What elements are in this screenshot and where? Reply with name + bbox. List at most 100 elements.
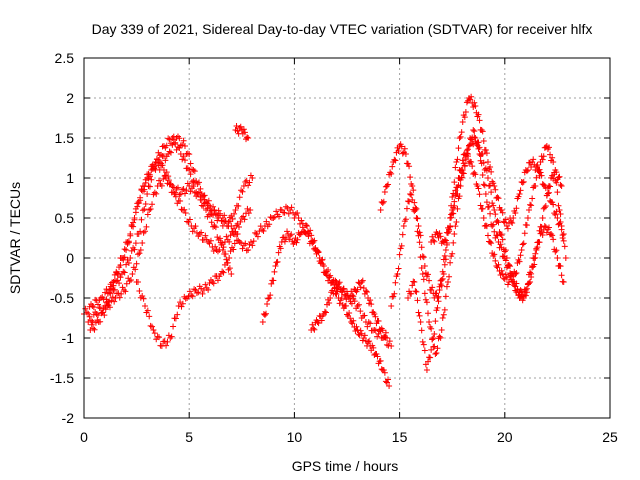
data-point — [374, 353, 381, 360]
data-point — [534, 161, 541, 168]
data-point — [315, 248, 322, 255]
data-point — [407, 174, 414, 181]
data-point — [275, 213, 282, 220]
data-point — [217, 235, 224, 242]
data-point — [551, 169, 558, 176]
data-point — [488, 189, 495, 196]
data-point — [267, 292, 274, 299]
data-point — [386, 383, 393, 389]
data-point — [447, 259, 454, 266]
data-point — [524, 167, 531, 174]
data-point — [388, 343, 395, 349]
data-point — [487, 210, 494, 217]
y-tick-label: 2 — [66, 90, 74, 106]
data-point — [454, 156, 461, 163]
data-point — [483, 223, 490, 230]
x-tick-label: 10 — [287, 429, 303, 445]
data-point — [553, 179, 560, 186]
data-point — [246, 179, 253, 186]
data-point — [461, 114, 468, 121]
data-point — [441, 306, 448, 313]
data-point — [468, 159, 475, 165]
data-point — [503, 255, 510, 261]
data-point — [435, 298, 442, 305]
data-point — [442, 247, 449, 253]
data-point — [377, 357, 384, 364]
data-point — [379, 327, 386, 334]
data-point — [128, 247, 135, 254]
data-point — [449, 250, 456, 257]
data-point — [145, 175, 152, 182]
data-point — [277, 245, 284, 252]
data-point — [210, 203, 217, 210]
series-track-c — [87, 172, 254, 333]
data-point — [240, 183, 247, 189]
data-point — [468, 136, 475, 143]
data-point — [211, 223, 218, 229]
data-point — [177, 191, 184, 197]
data-point — [90, 325, 97, 332]
data-point — [499, 271, 506, 277]
data-point — [176, 144, 183, 151]
data-point — [499, 236, 506, 243]
data-point — [139, 240, 146, 247]
data-point — [457, 176, 464, 183]
data-point — [179, 300, 186, 307]
data-point — [215, 207, 222, 214]
data-point — [106, 289, 113, 296]
data-point — [487, 239, 494, 245]
y-tick-label: 1 — [66, 170, 74, 186]
data-point — [86, 313, 93, 320]
data-point — [431, 330, 438, 337]
data-point — [120, 287, 127, 293]
data-point — [430, 237, 437, 244]
data-point — [167, 335, 174, 341]
data-point — [397, 245, 404, 252]
data-point — [433, 349, 440, 356]
data-point — [315, 320, 322, 327]
data-point — [237, 218, 244, 225]
data-point — [183, 187, 190, 194]
data-point — [272, 263, 279, 269]
data-point — [239, 245, 246, 252]
data-point — [353, 323, 360, 330]
data-point — [252, 229, 259, 236]
data-point — [483, 167, 490, 174]
grid — [84, 58, 610, 418]
data-point — [235, 223, 242, 230]
data-point — [266, 221, 273, 228]
series-track-a — [81, 133, 256, 317]
data-point — [558, 183, 565, 189]
data-point — [128, 223, 135, 230]
data-point — [429, 233, 436, 240]
data-point — [434, 345, 441, 352]
data-point — [471, 169, 478, 176]
data-point — [144, 211, 151, 218]
data-point — [426, 277, 433, 284]
data-point — [454, 190, 461, 197]
data-point — [167, 140, 174, 147]
data-point — [382, 329, 389, 336]
data-point — [363, 288, 370, 295]
data-point — [451, 231, 458, 237]
data-point — [232, 207, 239, 213]
data-point — [514, 285, 521, 292]
data-point — [174, 143, 181, 150]
data-point — [380, 367, 387, 374]
data-point — [486, 183, 493, 190]
data-point — [102, 306, 109, 313]
data-points — [81, 93, 569, 389]
data-point — [362, 287, 369, 294]
data-point — [147, 322, 154, 329]
data-point — [417, 254, 424, 261]
data-point — [231, 240, 238, 247]
data-point — [415, 309, 422, 316]
data-point — [89, 318, 96, 325]
data-point — [539, 215, 546, 221]
data-point — [200, 192, 207, 199]
data-point — [383, 379, 390, 386]
data-point — [342, 302, 349, 309]
data-point — [205, 286, 212, 293]
data-point — [90, 304, 97, 311]
data-point — [533, 174, 540, 181]
